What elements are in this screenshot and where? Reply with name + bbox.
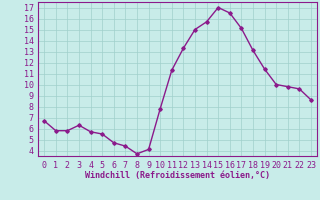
X-axis label: Windchill (Refroidissement éolien,°C): Windchill (Refroidissement éolien,°C)	[85, 171, 270, 180]
